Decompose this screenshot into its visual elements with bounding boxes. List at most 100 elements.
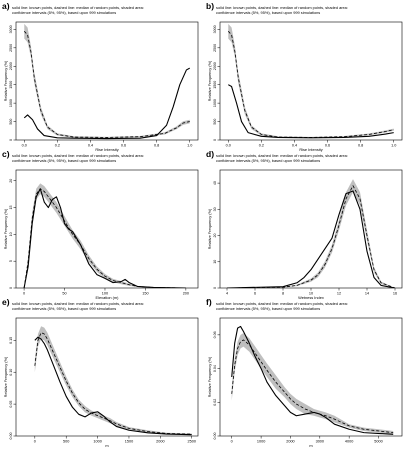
x-axis-label: m [105, 443, 108, 448]
x-tick-label: 0.2 [259, 144, 264, 148]
known-points-line [23, 67, 190, 140]
y-tick-label: 3000 [213, 25, 217, 33]
known-points-line [23, 188, 186, 288]
x-tick-label: 0 [23, 292, 25, 296]
x-tick-label: 0 [34, 440, 36, 444]
random-median-line [34, 332, 192, 435]
panel-label: f) [206, 297, 212, 307]
y-tick-label: 10 [9, 232, 13, 236]
y-tick-label: 1000 [213, 99, 217, 107]
plot-frame [15, 21, 199, 141]
x-tick-label: 0.4 [88, 144, 93, 148]
x-tick-label: 0.6 [325, 144, 330, 148]
caption-line-1: solid line: known points, dashed line: m… [216, 153, 348, 158]
x-axis-label: Wetness Index [298, 295, 324, 300]
caption-line-2: confidence intervals (5%, 95%), based up… [12, 158, 116, 163]
random-median-line [23, 30, 190, 138]
confidence-band [231, 333, 394, 435]
y-tick-label: 1000 [9, 99, 13, 107]
x-axis-label: Rise Intensity [299, 147, 322, 152]
plot-data [23, 183, 186, 288]
known-points-line [226, 190, 396, 288]
x-tick-label: 200 [183, 292, 189, 296]
x-tick-label: 12 [337, 292, 341, 296]
x-tick-label: 1000 [93, 440, 101, 444]
x-tick-label: 4 [226, 292, 228, 296]
x-tick-label: 0.8 [358, 144, 363, 148]
confidence-band [24, 23, 190, 138]
plot-data [226, 179, 396, 288]
known-points-line [228, 84, 394, 139]
x-tick-label: 0.2 [55, 144, 60, 148]
y-tick-label: 0.05 [9, 401, 13, 408]
y-tick-label: 0.15 [9, 337, 13, 344]
y-tick-label: 2500 [9, 44, 13, 52]
panel-label: b) [206, 1, 214, 11]
x-axis-label: Elevation (m) [96, 295, 120, 300]
y-tick-label: 0.02 [213, 399, 217, 406]
x-tick-label: 1.0 [391, 144, 396, 148]
y-tick-label: 2500 [213, 44, 217, 52]
plot-frame [219, 317, 403, 437]
y-axis-label: Relative Frequency (%) [207, 60, 212, 101]
y-tick-label: 0.00 [9, 433, 13, 440]
y-tick-label: 0 [9, 139, 13, 141]
plot-data [227, 23, 394, 139]
y-tick-label: 0.04 [213, 365, 217, 372]
chart-panel-2: b) solid line: known points, dashed line:… [206, 1, 403, 152]
y-tick-label: 2000 [9, 62, 13, 70]
caption-line-1: solid line: known points, dashed line: m… [216, 301, 348, 306]
y-axis-label: Relative Frequency (%) [3, 208, 8, 249]
y-tick-label: 0.00 [213, 433, 217, 440]
y-tick-label: 500 [213, 119, 217, 125]
x-tick-label: 8 [282, 292, 284, 296]
x-tick-label: 0.0 [226, 144, 231, 148]
y-axis-label: Relative Frequency (%) [3, 356, 8, 397]
random-median-line [227, 30, 394, 138]
caption-line-1: solid line: known points, dashed line: m… [12, 153, 144, 158]
chart-panel-5: e) solid line: known points, dashed line:… [2, 297, 199, 448]
caption-line-2: confidence intervals (5%, 95%), based up… [12, 306, 116, 311]
x-tick-label: 50 [62, 292, 66, 296]
x-tick-label: 16 [393, 292, 397, 296]
x-tick-label: 14 [365, 292, 369, 296]
plot-data [34, 326, 192, 436]
caption-line-2: confidence intervals (5%, 95%), based up… [216, 158, 320, 163]
y-tick-label: 20 [213, 234, 217, 238]
caption-line-2: confidence intervals (5%, 95%), based up… [12, 10, 116, 15]
y-tick-label: 5 [9, 260, 13, 262]
plot-data [231, 325, 394, 435]
x-tick-label: 2000 [286, 440, 294, 444]
y-tick-label: 15 [9, 206, 13, 210]
x-tick-label: 0.6 [121, 144, 126, 148]
panel-label: d) [206, 149, 214, 159]
y-axis-label: Relative Frequency (%) [207, 208, 212, 249]
x-tick-label: 4000 [345, 440, 353, 444]
plot-frame [15, 169, 199, 289]
x-tick-label: 1.0 [187, 144, 192, 148]
y-tick-label: 1500 [9, 81, 13, 89]
y-tick-label: 40 [213, 181, 217, 185]
x-tick-label: 2500 [187, 440, 195, 444]
caption-line-2: confidence intervals (5%, 95%), based up… [216, 306, 320, 311]
y-tick-label: 0 [9, 287, 13, 289]
caption-line-1: solid line: known points, dashed line: m… [216, 5, 348, 10]
y-tick-label: 500 [9, 119, 13, 125]
panel-label: c) [2, 149, 10, 159]
y-tick-label: 0 [213, 287, 217, 289]
y-tick-label: 20 [9, 179, 13, 183]
caption-line-2: confidence intervals (5%, 95%), based up… [216, 10, 320, 15]
random-median-line [231, 339, 394, 434]
plot-frame [15, 317, 199, 437]
x-tick-label: 5000 [374, 440, 382, 444]
confidence-band [34, 326, 192, 435]
plot-data [23, 23, 190, 140]
x-axis-label: Rise Intensity [95, 147, 118, 152]
x-axis-label: m [309, 443, 312, 448]
confidence-band [227, 179, 395, 288]
y-axis-label: Relative Frequency (%) [207, 356, 212, 397]
x-tick-label: 0.8 [154, 144, 159, 148]
y-tick-label: 2000 [213, 62, 217, 70]
caption-line-1: solid line: known points, dashed line: m… [12, 301, 144, 306]
chart-panel-1: a) solid line: known points, dashed line:… [2, 1, 199, 152]
